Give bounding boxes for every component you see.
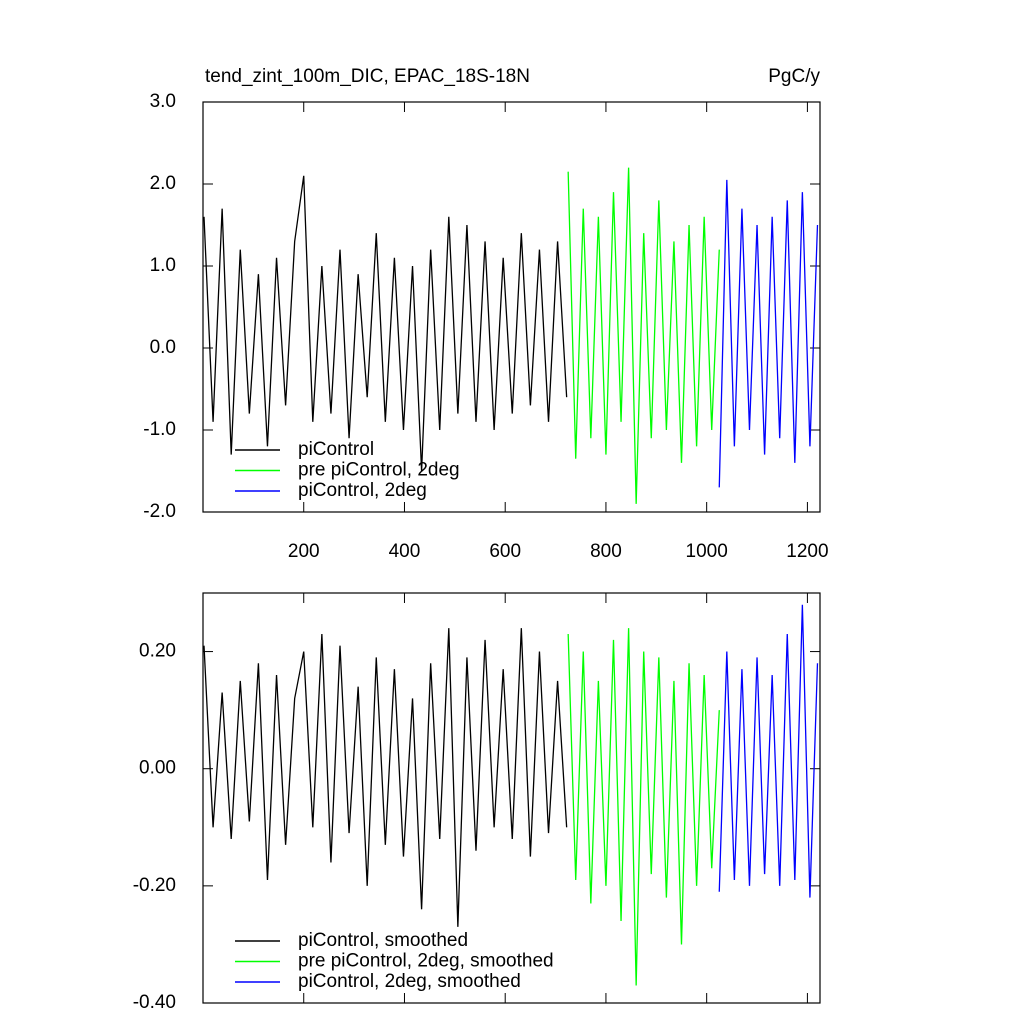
x-tick-label: 1000	[686, 541, 728, 562]
data-line	[567, 167, 720, 504]
x-tick-label: 800	[590, 541, 622, 562]
chart-title: tend_zint_100m_DIC, EPAC_18S-18N	[205, 66, 530, 87]
x-tick-label: 1200	[786, 541, 828, 562]
legend-label: piControl, smoothed	[298, 930, 468, 951]
data-line	[718, 604, 819, 898]
x-tick-label: 600	[489, 541, 521, 562]
y-tick-label: 2.0	[150, 173, 176, 194]
y-tick-label: -1.0	[143, 419, 176, 440]
legend-label: piControl, 2deg	[298, 480, 427, 501]
legend-label: piControl	[298, 439, 374, 460]
y-tick-label: -0.20	[133, 875, 176, 896]
y-tick-label: -0.40	[133, 992, 176, 1013]
data-line	[203, 175, 568, 472]
data-line	[203, 628, 568, 927]
legend-label: pre piControl, 2deg	[298, 460, 460, 481]
plot-frame	[202, 101, 821, 513]
y-tick-label: 3.0	[150, 91, 176, 112]
units-label: PgC/y	[768, 66, 820, 87]
y-tick-label: 0.0	[150, 337, 176, 358]
legend-label: piControl, 2deg, smoothed	[298, 971, 521, 992]
y-tick-label: -2.0	[143, 501, 176, 522]
data-line	[567, 628, 720, 986]
legend-label: pre piControl, 2deg, smoothed	[298, 951, 554, 972]
plot-frame	[202, 592, 821, 1004]
y-tick-label: 0.00	[139, 758, 176, 779]
y-tick-label: 0.20	[139, 641, 176, 662]
y-tick-label: 1.0	[150, 255, 176, 276]
x-tick-label: 200	[288, 541, 320, 562]
x-tick-label: 400	[389, 541, 421, 562]
data-line	[718, 179, 819, 488]
